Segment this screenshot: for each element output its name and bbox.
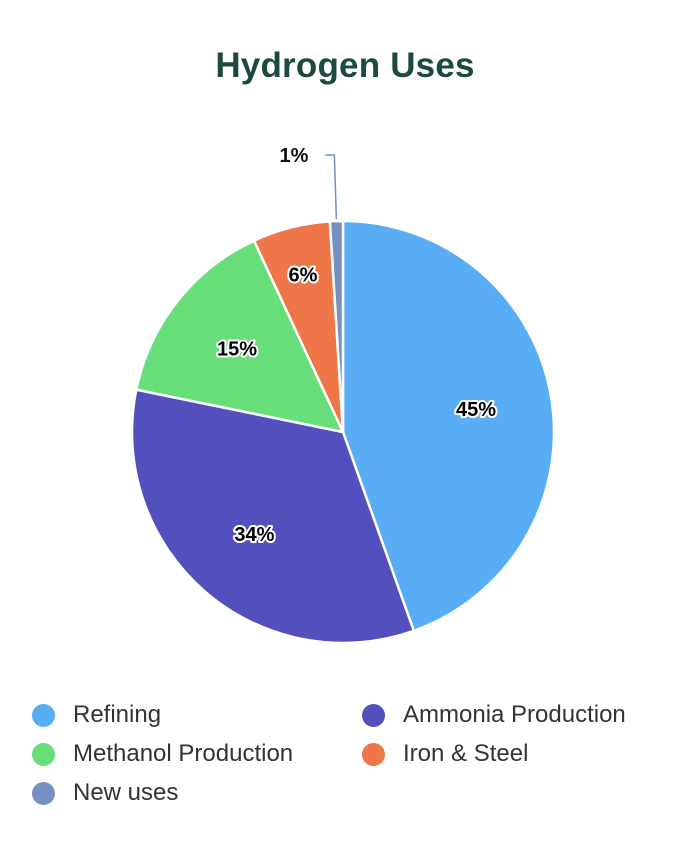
pie-chart: 45% 34% 15% 6% 1% (130, 145, 556, 645)
legend-label: New uses (73, 779, 179, 806)
legend-swatch (362, 742, 385, 766)
legend: Refining Ammonia Production Methanol Produ… (32, 700, 672, 808)
pie-slice-methanol-production[interactable] (135, 239, 345, 434)
legend-label: Ammonia Production (403, 701, 626, 728)
pie-slice-new-uses[interactable] (328, 219, 345, 434)
pie-slice-refining[interactable] (341, 219, 556, 633)
legend-label: Methanol Production (73, 740, 294, 767)
slice-value-label-methanol-production: 15% (217, 338, 257, 360)
legend-item-iron-and-steel[interactable]: Iron & Steel (362, 739, 672, 769)
legend-swatch (32, 742, 55, 766)
leader-line-new-uses (325, 154, 338, 220)
slice-value-label-refining: 45% (456, 399, 496, 421)
legend-swatch (32, 703, 55, 727)
chart-title: Hydrogen Uses (215, 46, 475, 85)
legend-item-ammonia-production[interactable]: Ammonia Production (362, 700, 672, 730)
legend-swatch (362, 703, 385, 727)
legend-label: Refining (73, 701, 162, 728)
legend-item-methanol-production[interactable]: Methanol Production (32, 739, 362, 769)
pie-slice-ammonia-production[interactable] (130, 388, 416, 645)
slice-value-label-iron-and-steel: 6% (289, 265, 318, 287)
legend-item-refining[interactable]: Refining (32, 700, 362, 730)
slice-value-label-new-uses: 1% (279, 145, 308, 167)
legend-label: Iron & Steel (403, 740, 529, 767)
legend-swatch (32, 781, 55, 805)
legend-item-new-uses[interactable]: New uses (32, 778, 362, 808)
slice-value-label-ammonia-production: 34% (234, 524, 274, 546)
